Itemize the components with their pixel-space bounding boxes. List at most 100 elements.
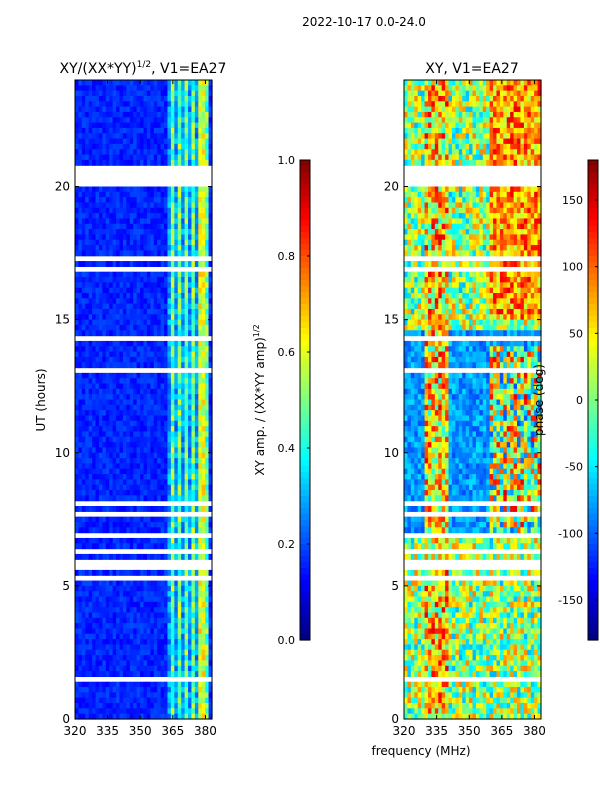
heatmap-cell [486, 106, 491, 113]
heatmap-cell [181, 234, 186, 241]
heatmap-cell [105, 569, 110, 576]
heatmap-cell [109, 607, 114, 614]
heatmap-cell [140, 234, 145, 241]
heatmap-cell [445, 117, 450, 124]
heatmap-cell [184, 665, 189, 672]
heatmap-cell [81, 495, 86, 502]
heatmap-cell [116, 372, 121, 379]
heatmap-cell [109, 229, 114, 236]
heatmap-cell [198, 607, 203, 614]
heatmap-cell [177, 324, 182, 331]
heatmap-cell [112, 298, 117, 305]
heatmap-cell [122, 154, 127, 161]
heatmap-cell [81, 671, 86, 677]
heatmap-cell [122, 340, 127, 347]
heatmap-cell [122, 261, 127, 267]
heatmap-cell [184, 410, 189, 417]
heatmap-cell [157, 521, 162, 528]
heatmap-cell [116, 479, 121, 486]
heatmap-cell [140, 319, 145, 326]
heatmap-cell [78, 697, 83, 704]
heatmap-cell [88, 234, 93, 241]
heatmap-cell [157, 612, 162, 619]
heatmap-cell [153, 346, 158, 353]
heatmap-cell [160, 703, 165, 709]
heatmap-cell [208, 80, 213, 86]
heatmap-cell [88, 474, 93, 480]
heatmap-cell [177, 356, 182, 363]
heatmap-cell [201, 703, 206, 709]
heatmap-cell [146, 703, 151, 709]
heatmap-cell [184, 314, 189, 321]
heatmap-cell [520, 143, 525, 150]
heatmap-cell [150, 356, 155, 363]
heatmap-cell [184, 713, 189, 720]
heatmap-cell [153, 468, 158, 475]
heatmap-cell [105, 479, 110, 486]
heatmap-cell [441, 138, 446, 145]
heatmap-cell [489, 95, 494, 102]
heatmap-cell [167, 85, 172, 92]
heatmap-cell [78, 356, 83, 363]
heatmap-cell [122, 660, 127, 667]
heatmap-cell [201, 111, 206, 118]
heatmap-cell [410, 143, 415, 150]
heatmap-cell [133, 314, 138, 321]
heatmap-cell [140, 660, 145, 667]
heatmap-cell [205, 191, 210, 198]
heatmap-cell [510, 143, 515, 150]
heatmap-cell [122, 218, 127, 225]
heatmap-cell [78, 234, 83, 241]
heatmap-cell [208, 298, 213, 305]
heatmap-cell [205, 431, 210, 438]
heatmap-cell [122, 234, 127, 241]
heatmap-cell [431, 127, 436, 134]
heatmap-cell [133, 271, 138, 278]
heatmap-cell [153, 324, 158, 331]
heatmap-cell [167, 324, 172, 331]
heatmap-cell [150, 277, 155, 283]
heatmap-cell [177, 154, 182, 161]
heatmap-cell [462, 133, 467, 140]
heatmap-cell [81, 271, 86, 278]
heatmap-cell [98, 617, 103, 624]
heatmap-cell [85, 95, 90, 102]
heatmap-cell [194, 324, 199, 331]
heatmap-cell [523, 133, 528, 140]
amplitude-colorbar-label-main: XY amp. / (XX*YY amp) [253, 337, 267, 475]
heatmap-cell [198, 436, 203, 443]
heatmap-cell [126, 607, 131, 614]
heatmap-cell [116, 543, 121, 550]
heatmap-cell [194, 229, 199, 236]
heatmap-cell [92, 506, 97, 512]
heatmap-cell [85, 617, 90, 624]
heatmap-cell [153, 506, 158, 512]
heatmap-cell [136, 649, 141, 656]
heatmap-cell [417, 154, 422, 161]
heatmap-cell [153, 80, 158, 86]
heatmap-cell [146, 463, 151, 470]
heatmap-cell [116, 495, 121, 502]
heatmap-cell [198, 149, 203, 156]
heatmap-cell [164, 543, 169, 550]
heatmap-cell [112, 207, 117, 214]
heatmap-cell [129, 452, 134, 459]
heatmap-cell [523, 122, 528, 129]
heatmap-cell [146, 521, 151, 528]
heatmap-cell [98, 356, 103, 363]
heatmap-cell [78, 239, 83, 246]
heatmap-cell [184, 537, 189, 544]
heatmap-cell [205, 649, 210, 656]
heatmap-cell [78, 340, 83, 347]
heatmap-cell [85, 404, 90, 411]
heatmap-cell [126, 410, 131, 417]
heatmap-cell [174, 612, 179, 619]
heatmap-cell [98, 159, 103, 166]
heatmap-cell [191, 346, 196, 353]
heatmap-cell [503, 106, 508, 113]
heatmap-cell [181, 117, 186, 124]
heatmap-cell [98, 303, 103, 310]
heatmap-cell [441, 159, 446, 166]
heatmap-cell [153, 692, 158, 699]
heatmap-cell [98, 415, 103, 422]
